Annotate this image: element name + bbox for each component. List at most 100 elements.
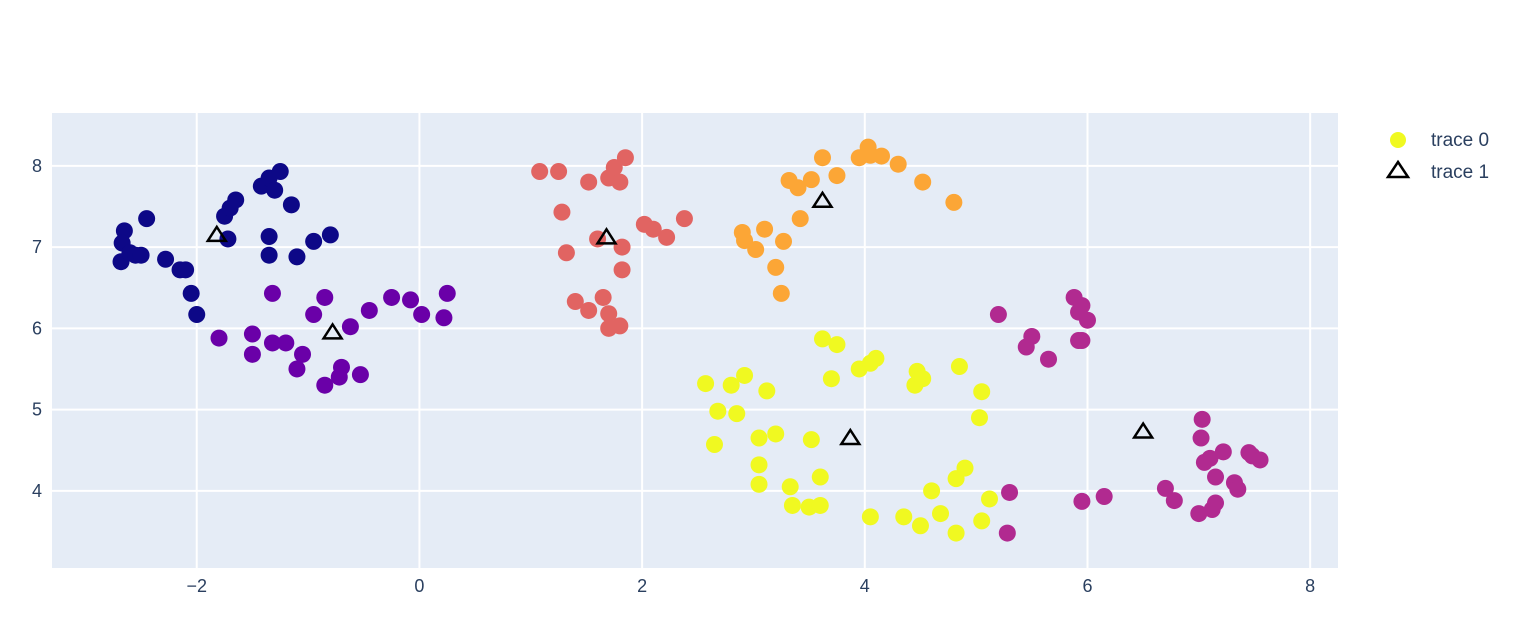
trace-0-point [998, 524, 1016, 542]
trace-0-point [914, 370, 932, 388]
trace-0-point [813, 330, 831, 348]
trace-0-point [132, 246, 150, 264]
trace-0-point [828, 167, 846, 185]
y-axis-ticks: 4 5 6 7 8 [32, 156, 42, 501]
trace-1-point [321, 322, 344, 340]
trace-0-point [600, 305, 618, 323]
x-tick-label: 0 [414, 576, 424, 596]
y-tick-label: 8 [32, 156, 42, 176]
trace-0-point [772, 284, 790, 302]
trace-0-point [316, 288, 334, 306]
trace-0-point [566, 293, 584, 310]
trace-0-point [210, 329, 228, 347]
trace-1-point [205, 224, 229, 243]
trace-0-point [294, 345, 312, 363]
trace-0-point [271, 163, 289, 180]
trace-0-point [750, 456, 768, 474]
trace-0-point [728, 405, 746, 423]
trace-0-point [970, 409, 988, 427]
trace-0-point [1078, 311, 1096, 329]
trace-0-point [288, 360, 306, 378]
trace-0-point [1251, 451, 1269, 469]
trace-0-point [697, 375, 715, 393]
trace-0-point [1193, 410, 1211, 428]
trace-0-point [557, 244, 575, 262]
data-points [112, 138, 1269, 542]
trace-0-point [675, 210, 693, 228]
trace-0-point [828, 336, 846, 354]
trace-0-point [243, 345, 261, 363]
trace-0-point [138, 210, 156, 228]
trace-0-point [188, 306, 206, 323]
trace-0-point [282, 196, 300, 214]
trace-0-point [722, 376, 740, 394]
trace-0-point [260, 228, 278, 245]
trace-0-point [736, 366, 754, 384]
trace-0-point [767, 425, 785, 443]
trace-0-point [811, 496, 829, 514]
legend-label-trace-0: trace 0 [1431, 130, 1489, 151]
trace-0-point [767, 258, 785, 276]
trace-0-point [383, 288, 401, 306]
trace-0-point [783, 496, 801, 514]
x-tick-label: 2 [637, 576, 647, 596]
legend-item-trace-1[interactable]: trace 1 [1385, 159, 1489, 183]
trace-0-point [950, 358, 968, 375]
trace-0-point [321, 226, 339, 244]
x-tick-label: 8 [1305, 576, 1315, 596]
trace-0-point [923, 482, 941, 500]
trace-0-point [775, 232, 793, 250]
legend[interactable]: trace 0 trace 1 [1385, 130, 1489, 183]
trace-0-point [945, 193, 963, 211]
trace-0-point [861, 508, 879, 526]
trace-0-point [305, 232, 323, 250]
legend-label-trace-1: trace 1 [1431, 162, 1489, 183]
plot-area [52, 113, 1338, 568]
trace-0-point [658, 228, 676, 246]
trace-0-point [1073, 332, 1091, 349]
trace-0-point [1190, 505, 1208, 523]
trace-0-point [316, 376, 334, 394]
legend-symbol-trace-0 [1390, 132, 1406, 148]
y-tick-label: 4 [32, 481, 42, 501]
trace-0-point [956, 459, 974, 477]
trace-0-point [613, 238, 631, 256]
trace-0-point [613, 261, 631, 279]
trace-0-point [973, 512, 991, 530]
trace-0-point [177, 261, 195, 279]
trace-0-point [611, 173, 629, 191]
trace-0-point [872, 147, 890, 165]
legend-item-trace-0[interactable]: trace 0 [1390, 130, 1489, 151]
trace-0-point [1001, 483, 1019, 501]
trace-0-point [550, 163, 568, 180]
trace-0-point [1192, 429, 1210, 447]
trace-0-point [973, 383, 991, 401]
trace-0-point [980, 490, 998, 508]
trace-0-point [531, 163, 549, 180]
trace-0-point [709, 402, 727, 420]
trace-0-point [277, 334, 295, 352]
trace-0-point [1214, 443, 1232, 461]
trace-0-point [802, 171, 820, 189]
trace-0-point [219, 230, 237, 248]
trace-0-point [895, 508, 913, 526]
trace-0-point [351, 366, 369, 384]
trace-0-point [822, 370, 840, 388]
y-tick-label: 6 [32, 318, 42, 338]
trace-0-point [402, 291, 420, 309]
trace-0-point [1207, 468, 1225, 486]
trace-0-point [1095, 488, 1113, 505]
y-tick-label: 5 [32, 400, 42, 420]
trace-0-point [914, 173, 932, 191]
trace-0-point [1229, 480, 1247, 498]
trace-0-point [611, 317, 629, 335]
trace-1-point [839, 427, 862, 446]
trace-0-point [1165, 492, 1183, 510]
trace-0-point [580, 173, 598, 191]
trace-0-point [227, 191, 245, 209]
legend-symbol-trace-1 [1385, 159, 1411, 179]
trace-0-point [911, 517, 929, 535]
trace-0-point [243, 325, 261, 343]
trace-0-point [789, 179, 807, 197]
